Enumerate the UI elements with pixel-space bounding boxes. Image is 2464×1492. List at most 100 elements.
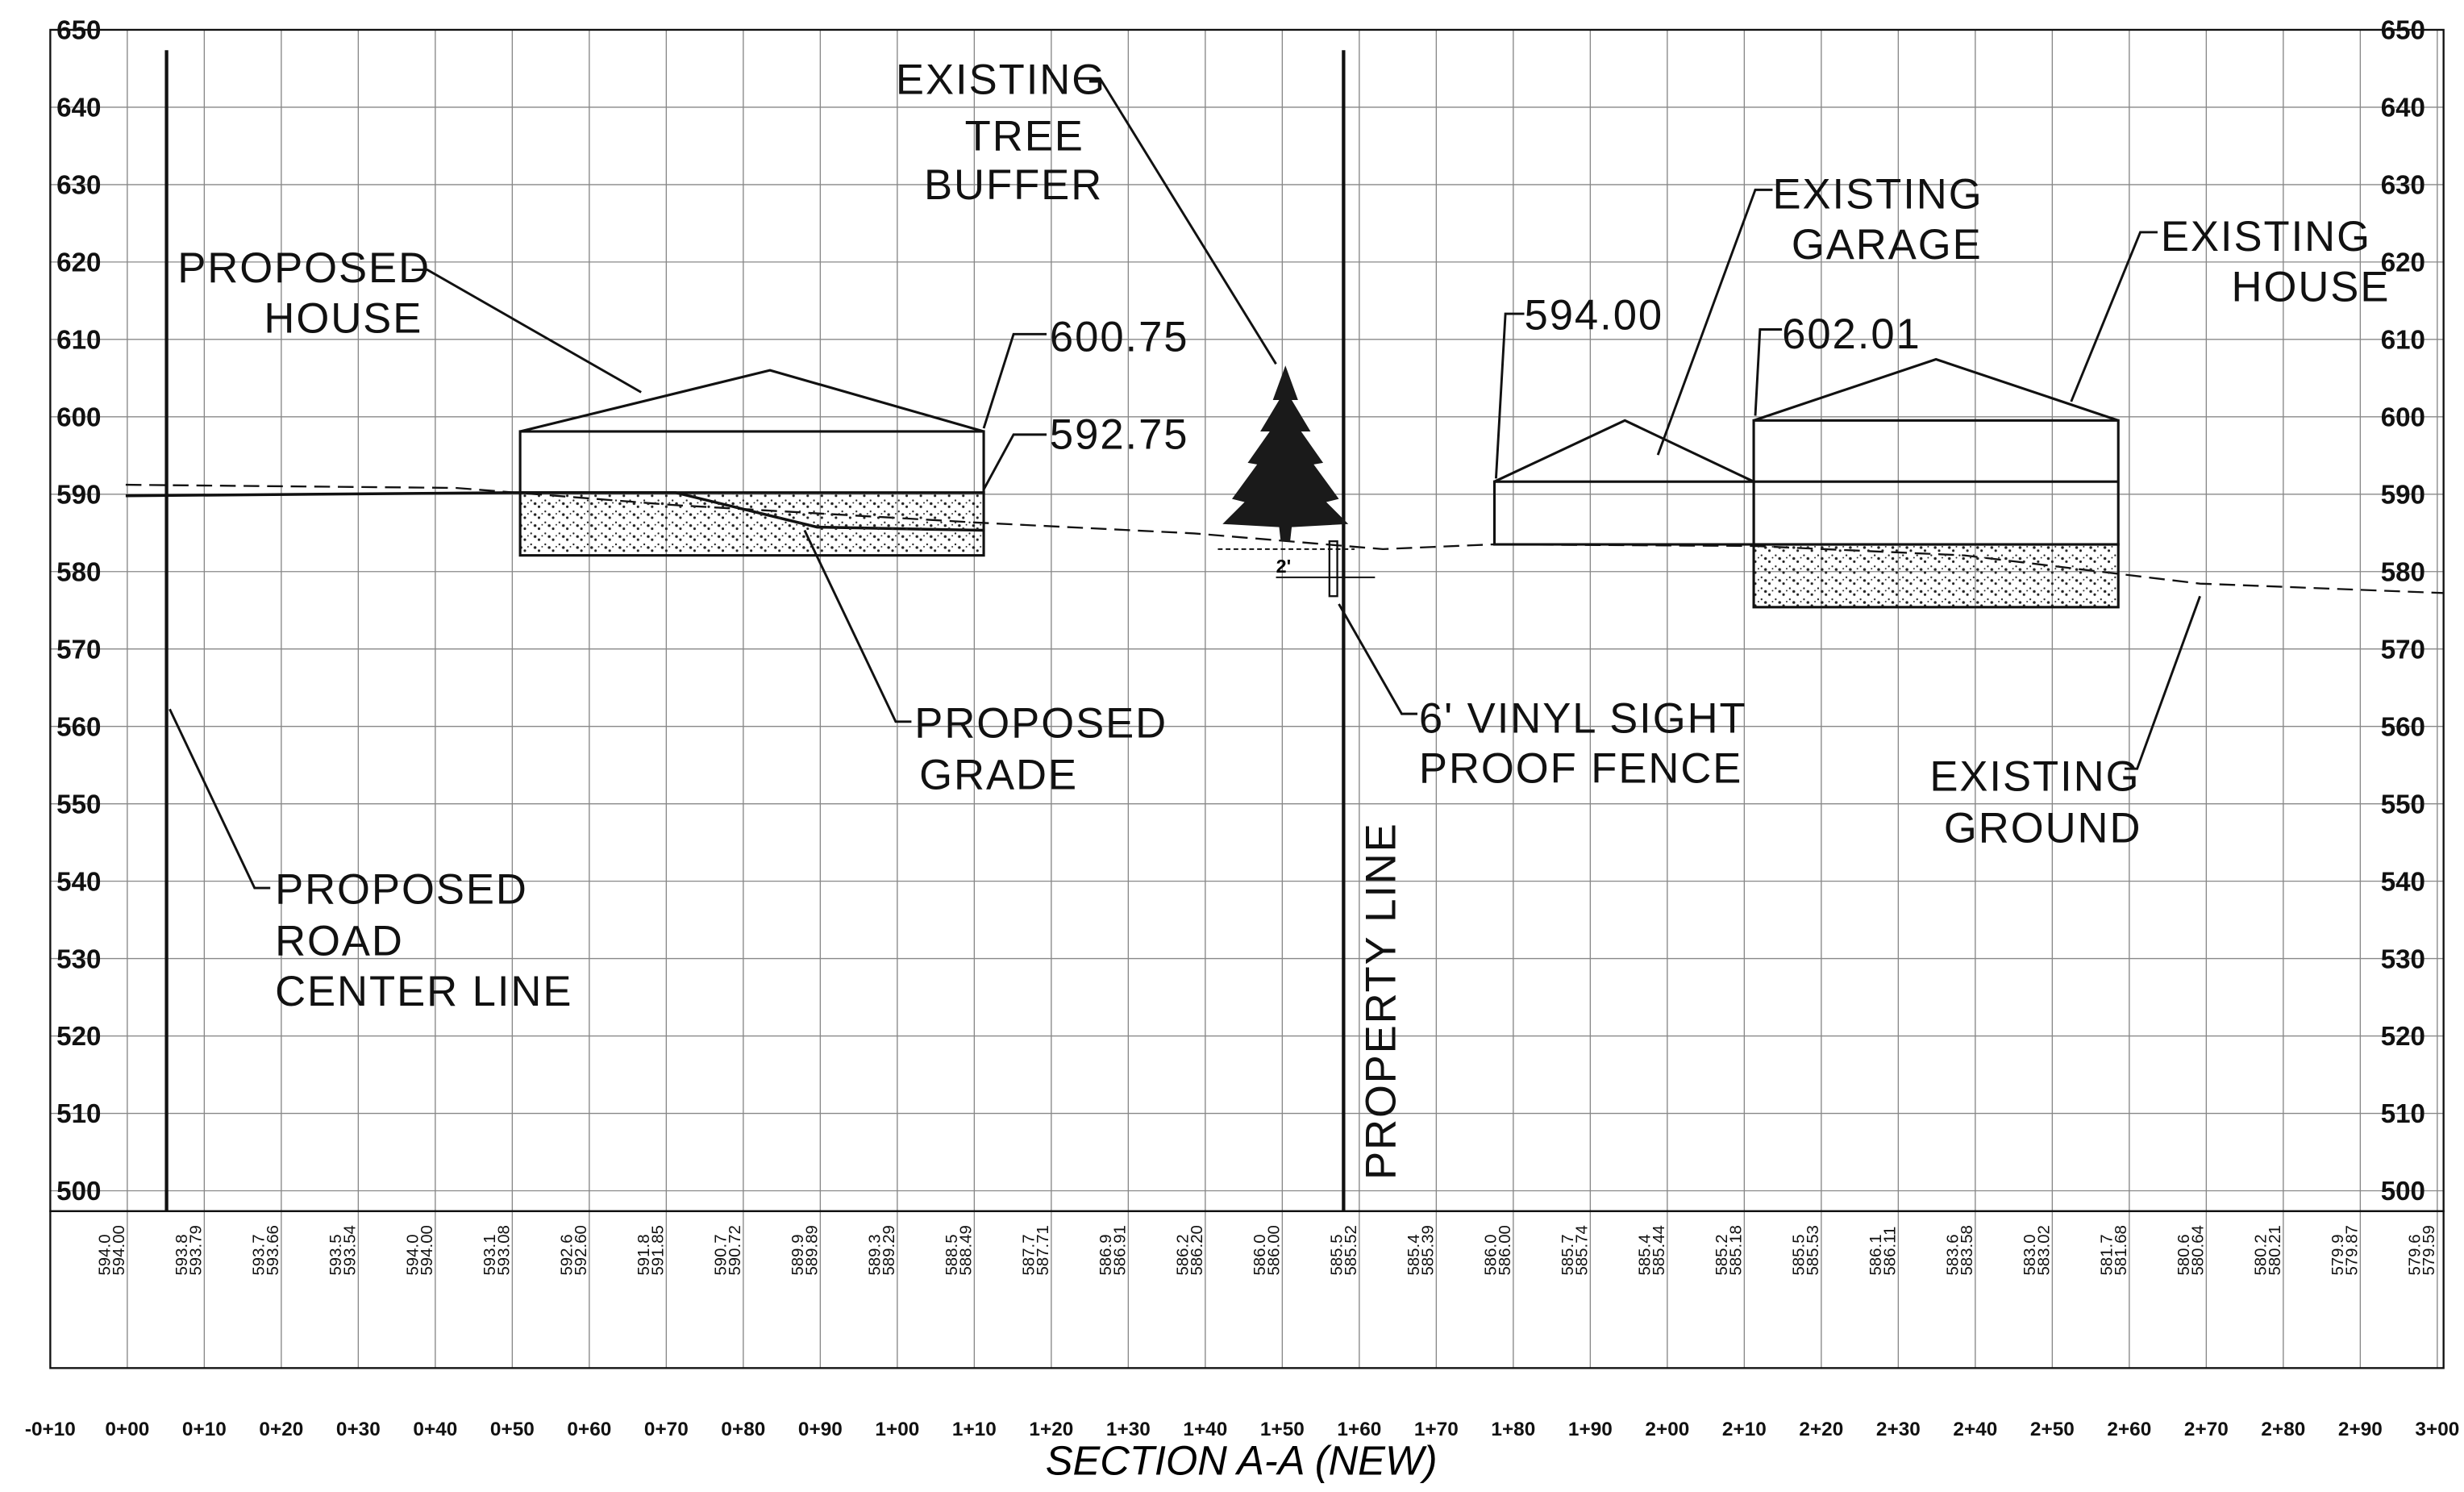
elevation-label: 650: [56, 16, 101, 46]
annotation: GARAGE: [1792, 221, 1983, 269]
annotation: EXISTING: [1929, 752, 2140, 800]
elevation-label: 600: [2381, 403, 2425, 433]
title: SECTION A-A (NEW): [1046, 1438, 1438, 1484]
station-label: 2+90: [2338, 1419, 2383, 1440]
annotation: TREE: [965, 113, 1084, 160]
table-value: 593.08: [494, 1225, 513, 1275]
station-label: 2+70: [2184, 1419, 2229, 1440]
table-value: 585.18: [1726, 1225, 1745, 1275]
tree: [1222, 365, 1348, 541]
station-label: 0+20: [259, 1419, 303, 1440]
station-label: 1+90: [1568, 1419, 1613, 1440]
table-value: 593.79: [186, 1225, 205, 1275]
fence-offset: 2': [1276, 556, 1292, 577]
existing-foundation: [1754, 544, 2118, 607]
station-label: 2+80: [2261, 1419, 2305, 1440]
elevation-label: 550: [56, 790, 101, 819]
grid-border: [50, 30, 2443, 1211]
elevation-label: 650: [2381, 16, 2425, 46]
table-value: 585.53: [1804, 1225, 1822, 1275]
elevation-label: 640: [56, 94, 101, 123]
annotation: HOUSE: [264, 294, 422, 342]
table-value: 589.29: [880, 1225, 898, 1275]
station-label: 0+90: [798, 1419, 843, 1440]
elevation-label: 590: [56, 480, 101, 510]
elevation-label: 540: [2381, 867, 2425, 897]
station-label: 2+60: [2107, 1419, 2151, 1440]
annotation: HOUSE: [2232, 264, 2391, 311]
table-value: 586.20: [1188, 1225, 1206, 1275]
existing-garage: [1494, 481, 1754, 544]
elevation-label: 590: [2381, 480, 2425, 510]
table-value: 587.71: [1034, 1225, 1052, 1275]
station-label: 1+00: [875, 1419, 919, 1440]
elevation-label: 510: [56, 1099, 101, 1129]
annotation: PROOF FENCE: [1419, 745, 1742, 793]
table-value: 581.68: [2112, 1225, 2130, 1275]
table-value: 589.89: [802, 1225, 821, 1275]
elevation-label: 540: [56, 867, 101, 897]
table-value: 594.00: [418, 1225, 436, 1275]
annotation: GROUND: [1944, 805, 2142, 852]
table-value: 586.11: [1880, 1227, 1899, 1276]
elevation-label: 520: [2381, 1022, 2425, 1052]
station-label: 2+10: [1722, 1419, 1767, 1440]
station-label: 0+00: [105, 1419, 149, 1440]
annotation: 602.01: [1782, 310, 1921, 358]
elevation-label: 610: [2381, 326, 2425, 356]
station-label: -0+10: [25, 1419, 76, 1440]
station-label: 1+80: [1491, 1419, 1535, 1440]
elevation-label: 620: [56, 248, 101, 278]
station-label: 3+00: [2415, 1419, 2459, 1440]
table-value: 585.52: [1342, 1225, 1360, 1275]
annotation: PROPOSED: [177, 244, 431, 292]
elevation-label: 580: [2381, 557, 2425, 587]
elevation-label: 570: [2381, 635, 2425, 665]
station-label: 2+30: [1876, 1419, 1921, 1440]
elevation-label: 530: [2381, 944, 2425, 974]
station-label: 0+60: [567, 1419, 611, 1440]
elevation-label: 560: [2381, 712, 2425, 742]
annotation: PROPOSED: [275, 866, 528, 914]
annotation: EXISTING: [1772, 171, 1983, 219]
elevation-label: 500: [2381, 1177, 2425, 1207]
elevation-label: 610: [56, 326, 101, 356]
elevation-label: 600: [56, 403, 101, 433]
grid: [50, 30, 2443, 1368]
station-label: 0+80: [721, 1419, 765, 1440]
elevation-label: 570: [56, 635, 101, 665]
table-value: 580.64: [2188, 1225, 2207, 1275]
annotation: GRADE: [919, 752, 1078, 799]
elevation-label: 550: [2381, 790, 2425, 819]
station-label: 2+20: [1799, 1419, 1843, 1440]
station-label: 2+40: [1953, 1419, 1997, 1440]
section-drawing: PROPERTY LINE 2' EXISTINGTREEBUFFERPROPO…: [0, 0, 2464, 1492]
elevation-label: 510: [2381, 1099, 2425, 1129]
station-label: 0+30: [336, 1419, 381, 1440]
table-value: 583.02: [2034, 1225, 2053, 1275]
station-label: 1+10: [952, 1419, 997, 1440]
annotation: 594.00: [1525, 292, 1664, 340]
table-value: 591.85: [648, 1225, 667, 1275]
table-value: 590.72: [726, 1225, 744, 1275]
station-label: 2+50: [2030, 1419, 2075, 1440]
annotation: ROAD: [275, 918, 404, 965]
table-value: 579.59: [2420, 1225, 2438, 1275]
station-label: 0+10: [182, 1419, 227, 1440]
table-value: 586.91: [1110, 1225, 1129, 1275]
station-label: 0+50: [490, 1419, 535, 1440]
proposed-foundation: [520, 493, 984, 556]
table-value: 580.21: [2266, 1225, 2284, 1275]
station-label: 2+00: [1645, 1419, 1689, 1440]
table-value: 592.60: [572, 1225, 590, 1275]
existing-roof: [1754, 359, 2118, 420]
table-value: 583.58: [1958, 1225, 1976, 1275]
table-value: 585.44: [1650, 1225, 1668, 1275]
annotation: 6' VINYL SIGHT: [1419, 695, 1747, 743]
elevation-label: 640: [2381, 94, 2425, 123]
station-label: 0+70: [644, 1419, 689, 1440]
property-line-label: PROPERTY LINE: [1358, 822, 1405, 1180]
elevation-label: 620: [2381, 248, 2425, 278]
garage-roof: [1494, 420, 1754, 481]
annotation: 600.75: [1050, 314, 1189, 361]
